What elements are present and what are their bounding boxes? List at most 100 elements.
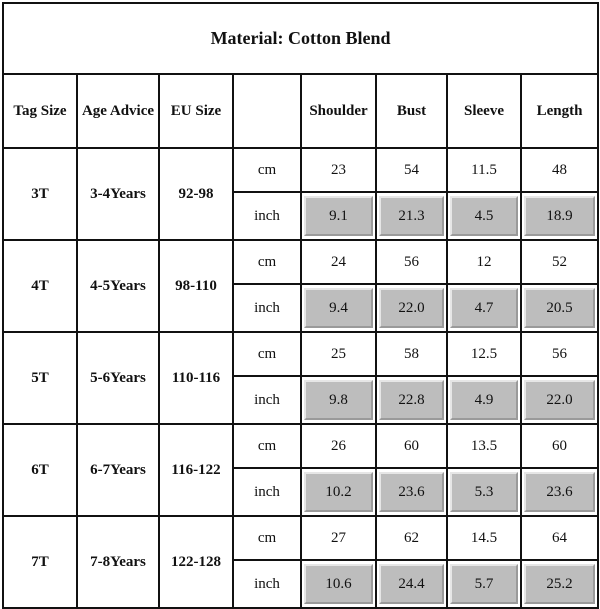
size-eu: 92-98	[158, 147, 234, 241]
measurement-inch-cell: 22.0	[375, 283, 448, 333]
measurement-inch-cell: 10.2	[300, 467, 377, 517]
measurement-inch: 20.5	[524, 288, 596, 328]
measurement-inch-cell: 9.8	[300, 375, 377, 425]
table-row-cm: 7T 7-8Years 122-128 cm 27 62 14.5 64	[2, 515, 600, 609]
measurement-inch: 9.4	[304, 288, 373, 328]
measurement-inch: 22.0	[524, 380, 596, 420]
measurement-inch-cell: 23.6	[519, 467, 600, 517]
measurement-cm: 60	[375, 423, 448, 469]
measurement-cm: 26	[300, 423, 377, 469]
measurement-inch: 4.5	[450, 196, 518, 236]
measurement-inch-cell: 9.1	[300, 191, 377, 241]
measurement-inch-cell: 23.6	[375, 467, 448, 517]
unit-label: inch	[232, 467, 302, 517]
column-header	[232, 73, 302, 149]
size-eu: 122-128	[158, 515, 234, 609]
measurement-inch-cell: 5.7	[446, 559, 522, 609]
size-age: 7-8Years	[76, 515, 160, 609]
measurement-cm: 23	[300, 147, 377, 193]
measurement-inch: 21.3	[379, 196, 444, 236]
measurement-inch: 4.9	[450, 380, 518, 420]
table-row-cm: 3T 3-4Years 92-98 cm 23 54 11.5 48	[2, 147, 600, 241]
measurement-inch: 18.9	[524, 196, 596, 236]
size-eu: 110-116	[158, 331, 234, 425]
measurement-inch: 10.2	[304, 472, 373, 512]
measurement-inch-cell: 4.7	[446, 283, 522, 333]
measurement-inch: 9.8	[304, 380, 373, 420]
unit-label: inch	[232, 283, 302, 333]
measurement-cm: 24	[300, 239, 377, 285]
measurement-inch-cell: 4.5	[446, 191, 522, 241]
table-row-cm: 5T 5-6Years 110-116 cm 25 58 12.5 56	[2, 331, 600, 425]
measurement-cm: 56	[519, 331, 600, 377]
measurement-inch: 4.7	[450, 288, 518, 328]
measurement-cm: 12	[446, 239, 522, 285]
unit-label: inch	[232, 191, 302, 241]
table-row-cm: 6T 6-7Years 116-122 cm 26 60 13.5 60	[2, 423, 600, 517]
measurement-cm: 13.5	[446, 423, 522, 469]
table-row-cm: 4T 4-5Years 98-110 cm 24 56 12 52	[2, 239, 600, 333]
measurement-cm: 60	[519, 423, 600, 469]
size-eu: 116-122	[158, 423, 234, 517]
measurement-cm: 62	[375, 515, 448, 561]
measurement-inch-cell: 5.3	[446, 467, 522, 517]
measurement-inch: 22.0	[379, 288, 444, 328]
measurement-cm: 25	[300, 331, 377, 377]
measurement-inch-cell: 25.2	[519, 559, 600, 609]
measurement-cm: 27	[300, 515, 377, 561]
column-header: Bust	[375, 73, 448, 149]
size-tag: 4T	[2, 239, 78, 333]
measurement-inch-cell: 9.4	[300, 283, 377, 333]
size-eu: 98-110	[158, 239, 234, 333]
measurement-inch: 9.1	[304, 196, 373, 236]
measurement-cm: 56	[375, 239, 448, 285]
measurement-inch: 23.6	[524, 472, 596, 512]
measurement-inch: 23.6	[379, 472, 444, 512]
unit-label: cm	[232, 515, 302, 561]
measurement-cm: 52	[519, 239, 600, 285]
column-header: EU Size	[158, 73, 234, 149]
measurement-inch: 5.3	[450, 472, 518, 512]
measurement-inch-cell: 4.9	[446, 375, 522, 425]
unit-label: cm	[232, 331, 302, 377]
unit-label: cm	[232, 147, 302, 193]
table-title: Material: Cotton Blend	[1, 2, 600, 75]
measurement-inch: 24.4	[379, 564, 444, 604]
measurement-inch: 5.7	[450, 564, 518, 604]
column-header: Age Advice	[76, 73, 160, 149]
size-age: 6-7Years	[76, 423, 160, 517]
table-row-inch: inch 9.4 22.0 4.7 20.5	[3, 283, 600, 333]
measurement-cm: 64	[519, 515, 600, 561]
column-header: Length	[519, 73, 600, 149]
unit-label: cm	[232, 423, 302, 469]
measurement-inch-cell: 10.6	[300, 559, 377, 609]
table-row-inch: inch 9.8 22.8 4.9 22.0	[3, 375, 600, 425]
unit-label: inch	[232, 375, 302, 425]
measurement-cm: 14.5	[446, 515, 522, 561]
measurement-cm: 12.5	[446, 331, 522, 377]
column-header: Tag Size	[2, 73, 78, 149]
measurement-inch: 25.2	[524, 564, 596, 604]
measurement-inch: 22.8	[379, 380, 444, 420]
size-tag: 5T	[2, 331, 78, 425]
unit-label: inch	[232, 559, 302, 609]
measurement-inch: 10.6	[304, 564, 373, 604]
measurement-inch-cell: 18.9	[519, 191, 600, 241]
column-header: Sleeve	[446, 73, 522, 149]
measurement-inch-cell: 20.5	[519, 283, 600, 333]
measurement-cm: 11.5	[446, 147, 522, 193]
size-age: 5-6Years	[76, 331, 160, 425]
size-age: 4-5Years	[76, 239, 160, 333]
table-row-inch: inch 9.1 21.3 4.5 18.9	[3, 191, 600, 241]
unit-label: cm	[232, 239, 302, 285]
size-age: 3-4Years	[76, 147, 160, 241]
measurement-inch-cell: 22.0	[519, 375, 600, 425]
measurement-inch-cell: 24.4	[375, 559, 448, 609]
measurement-cm: 58	[375, 331, 448, 377]
size-tag: 7T	[2, 515, 78, 609]
size-tag: 3T	[2, 147, 78, 241]
measurement-cm: 54	[375, 147, 448, 193]
measurement-inch-cell: 21.3	[375, 191, 448, 241]
measurement-inch-cell: 22.8	[375, 375, 448, 425]
